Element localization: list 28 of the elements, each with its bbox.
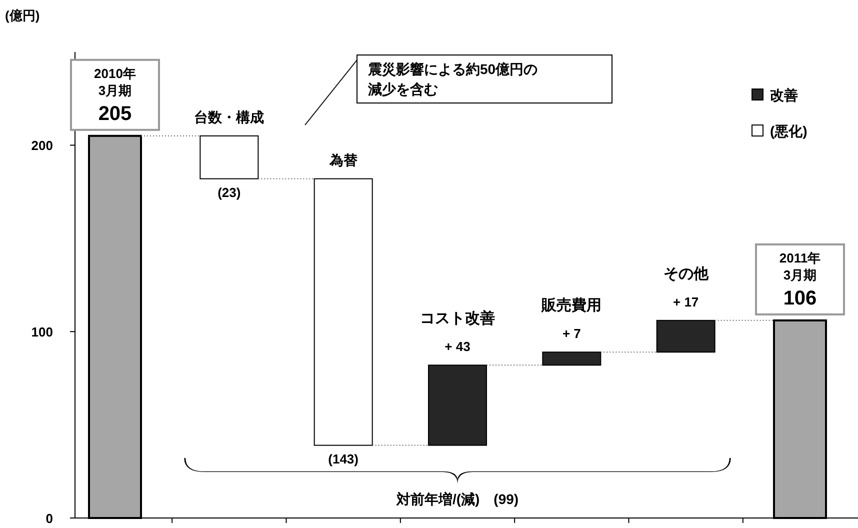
data-label: + 43 (444, 339, 470, 354)
data-label: + 7 (562, 326, 581, 342)
bar (428, 364, 487, 446)
y-tick-label: 0 (46, 511, 53, 526)
data-label: (23) (218, 184, 241, 200)
bar (656, 320, 716, 353)
x-tick-label: その他 (663, 265, 710, 282)
legend-label: 改善 (770, 87, 798, 103)
data-label: 106 (783, 287, 817, 310)
callout: 震災影響による約50億円の減少を含む (304, 54, 612, 126)
x-tick-label: コスト改善 (420, 309, 495, 328)
x-tick-label: 為替 (328, 152, 358, 168)
y-axis-title: (億円) (5, 8, 40, 23)
y-tick-label: 100 (31, 324, 53, 340)
bar (542, 352, 602, 366)
x-tick-label: 2011年 3月期 (779, 250, 821, 282)
x-tick-label: 台数・構成 (194, 108, 264, 125)
y-tick-label: 200 (31, 138, 53, 154)
data-label: (143) (328, 451, 359, 466)
legend-label: (悪化) (770, 123, 808, 139)
x-tick-label: 販売費用 (540, 297, 602, 314)
data-label: + 17 (672, 294, 699, 310)
annotation: 震災影響による約50億円の減少を含む (367, 61, 538, 97)
bar (314, 178, 373, 446)
bar (200, 135, 259, 180)
x-tick-label: 2010年 3月期 (94, 66, 136, 98)
annotation: 対前年増/(減) (99) (395, 491, 519, 507)
data-label: 205 (98, 102, 132, 125)
